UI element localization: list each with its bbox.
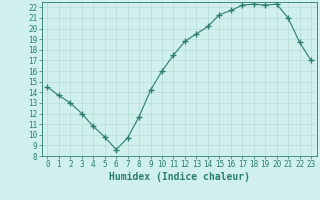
X-axis label: Humidex (Indice chaleur): Humidex (Indice chaleur) <box>109 172 250 182</box>
